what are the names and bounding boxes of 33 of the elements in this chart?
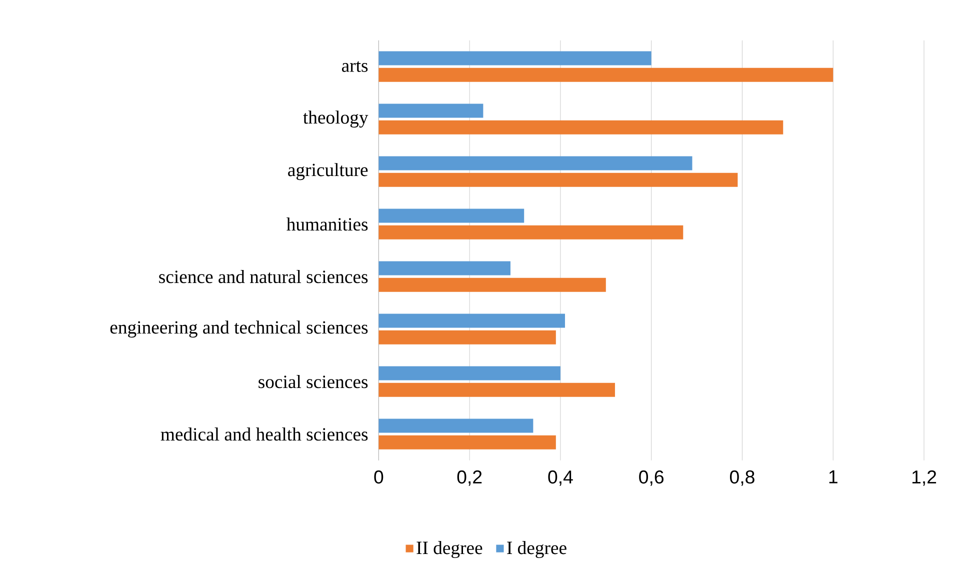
bar	[378, 261, 510, 276]
bar	[378, 382, 615, 397]
y-tick-label: medical and health sciences	[160, 428, 368, 441]
y-tick-label: engineering and technical sciences	[110, 320, 368, 338]
bar	[378, 51, 652, 66]
bar	[378, 225, 684, 240]
x-tick-label: 0,4	[548, 470, 573, 486]
x-tick-label: 0	[374, 470, 384, 484]
x-tick-label: 0,6	[639, 470, 664, 486]
x-tick-label: 1,2	[912, 470, 936, 486]
x-tick-label: 0,8	[730, 470, 754, 486]
y-tick-label: agriculture	[288, 163, 368, 180]
bar	[378, 366, 560, 380]
bar	[378, 314, 565, 328]
bar	[378, 172, 738, 187]
y-tick-label: social sciences	[258, 375, 368, 388]
y-tick-label: humanities	[286, 218, 368, 231]
bar	[378, 120, 784, 134]
bar	[378, 435, 556, 450]
legend-label: II degree	[416, 541, 482, 558]
bar	[378, 104, 484, 118]
y-tick-label: science and natural sciences	[159, 270, 368, 284]
bar	[378, 208, 524, 223]
bar	[378, 418, 534, 433]
bar	[378, 68, 834, 82]
bar	[378, 278, 606, 292]
legend-label: I degree	[507, 541, 566, 558]
x-tick-label: 0,2	[457, 470, 482, 486]
y-tick-label: arts	[342, 61, 368, 72]
bar	[378, 330, 556, 344]
bar	[378, 156, 692, 170]
y-tick-label: theology	[303, 110, 368, 128]
x-tick-label: 1	[829, 470, 838, 484]
